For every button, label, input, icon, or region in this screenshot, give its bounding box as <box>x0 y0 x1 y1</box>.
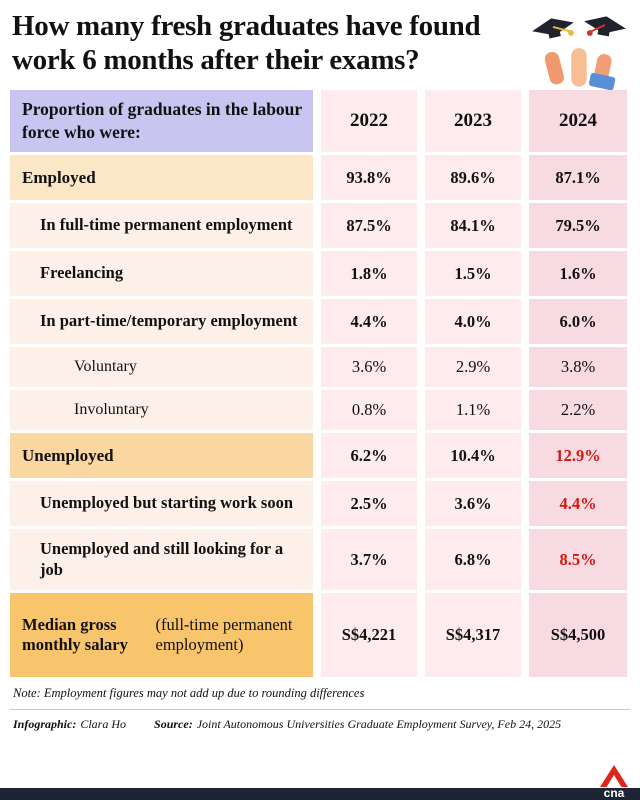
source-credit: Source: Joint Autonomous Universities Gra… <box>154 717 561 732</box>
year-header-2023: 2023 <box>425 90 521 152</box>
value-2023-row-3: 4.0% <box>425 299 521 344</box>
value-2023-row-8: 6.8% <box>425 529 521 591</box>
value-2023-row-1: 84.1% <box>425 203 521 248</box>
row-label-2: Freelancing <box>10 251 313 296</box>
value-2022-row-3: 4.4% <box>321 299 417 344</box>
value-2023-row-4: 2.9% <box>425 347 521 387</box>
value-2024-row-5: 2.2% <box>529 390 627 430</box>
infographic-label: Infographic: <box>13 717 77 732</box>
value-2024-row-8: 8.5% <box>529 529 627 591</box>
value-2024-row-3: 6.0% <box>529 299 627 344</box>
infographic-credit: Infographic: Clara Ho <box>13 717 126 732</box>
table-header-label: Proportion of graduates in the labour fo… <box>10 90 313 152</box>
bottom-bar <box>0 788 640 800</box>
value-2022-row-4: 3.6% <box>321 347 417 387</box>
year-header-2022: 2022 <box>321 90 417 152</box>
value-2022-row-6: 6.2% <box>321 433 417 478</box>
row-label-6: Unemployed <box>10 433 313 478</box>
value-2022-row-0: 93.8% <box>321 155 417 200</box>
row-label-5: Involuntary <box>10 390 313 430</box>
value-2023-row-9: S$4,317 <box>425 593 521 678</box>
page-title: How many fresh graduates have found work… <box>12 10 481 76</box>
infographic-name: Clara Ho <box>80 717 127 732</box>
value-2023-row-2: 1.5% <box>425 251 521 296</box>
value-2024-row-9: S$4,500 <box>529 593 627 678</box>
value-2024-row-0: 87.1% <box>529 155 627 200</box>
row-label-0: Employed <box>10 155 313 200</box>
value-2024-row-2: 1.6% <box>529 251 627 296</box>
row-label-9: Median gross monthly salary (full-time p… <box>10 593 313 678</box>
value-2022-row-8: 3.7% <box>321 529 417 591</box>
row-label-1: In full-time permanent employment <box>10 203 313 248</box>
year-header-2024: 2024 <box>529 90 627 152</box>
row-label-3: In part-time/temporary employment <box>10 299 313 344</box>
cna-logo: cna <box>600 765 628 800</box>
graduation-caps-hands-illustration <box>532 16 626 90</box>
value-2023-row-6: 10.4% <box>425 433 521 478</box>
row-label-4: Voluntary <box>10 347 313 387</box>
value-2024-row-7: 4.4% <box>529 481 627 526</box>
row-label-8: Unemployed and still looking for a job <box>10 529 313 591</box>
title-row: How many fresh graduates have found work… <box>10 8 630 90</box>
rounding-note: Note: Employment figures may not add up … <box>13 686 365 701</box>
graduates-table: Proportion of graduates in the labour fo… <box>10 90 630 678</box>
value-2022-row-7: 2.5% <box>321 481 417 526</box>
value-2024-row-6: 12.9% <box>529 433 627 478</box>
value-2024-row-4: 3.8% <box>529 347 627 387</box>
value-2022-row-5: 0.8% <box>321 390 417 430</box>
value-2022-row-2: 1.8% <box>321 251 417 296</box>
row-label-7: Unemployed but starting work soon <box>10 481 313 526</box>
value-2023-row-5: 1.1% <box>425 390 521 430</box>
source-text: Joint Autonomous Universities Graduate E… <box>196 717 562 732</box>
cna-logo-text: cna <box>604 786 625 800</box>
footer: Infographic: Clara Ho Source: Joint Autono… <box>10 709 630 732</box>
value-2022-row-1: 87.5% <box>321 203 417 248</box>
value-2024-row-1: 79.5% <box>529 203 627 248</box>
value-2023-row-7: 3.6% <box>425 481 521 526</box>
value-2023-row-0: 89.6% <box>425 155 521 200</box>
value-2022-row-9: S$4,221 <box>321 593 417 678</box>
source-label: Source: <box>154 717 193 732</box>
